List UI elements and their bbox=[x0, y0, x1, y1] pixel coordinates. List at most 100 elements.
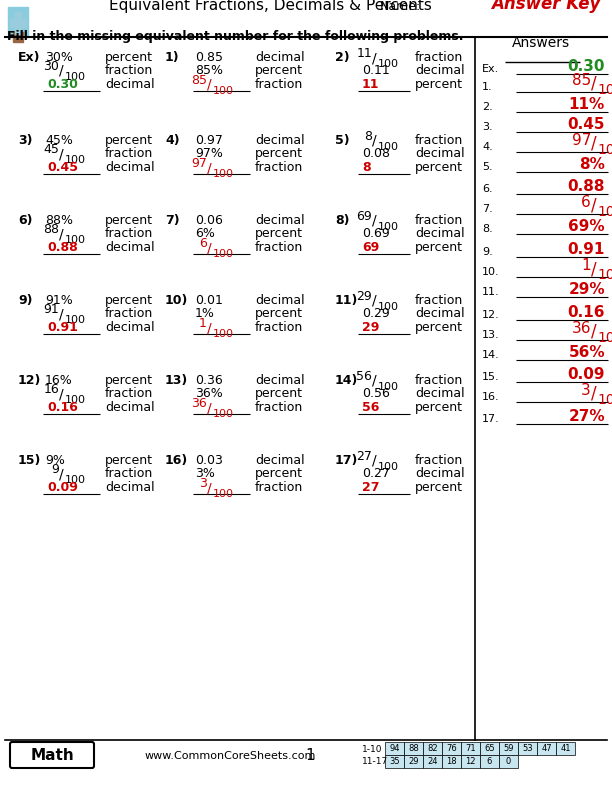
Text: 6: 6 bbox=[487, 757, 492, 766]
Text: 17): 17) bbox=[335, 454, 359, 467]
Text: fraction: fraction bbox=[105, 307, 153, 320]
Text: 5.: 5. bbox=[482, 162, 493, 172]
Text: 100: 100 bbox=[378, 142, 399, 152]
Text: 100: 100 bbox=[65, 155, 86, 165]
Text: /: / bbox=[591, 197, 597, 215]
Text: 97: 97 bbox=[572, 133, 591, 148]
Text: 9): 9) bbox=[18, 294, 32, 307]
Text: 13.: 13. bbox=[482, 330, 499, 340]
Text: /: / bbox=[591, 260, 597, 278]
Text: /: / bbox=[591, 385, 597, 403]
Text: 1: 1 bbox=[581, 258, 591, 273]
Text: fraction: fraction bbox=[415, 374, 463, 387]
Text: 45: 45 bbox=[43, 143, 59, 156]
Text: 100: 100 bbox=[213, 489, 234, 499]
Text: 0.09: 0.09 bbox=[47, 481, 78, 494]
Text: 11%: 11% bbox=[569, 97, 605, 112]
Text: 3: 3 bbox=[581, 383, 591, 398]
Text: 85: 85 bbox=[191, 74, 207, 87]
Text: 2.: 2. bbox=[482, 102, 493, 112]
Text: 100: 100 bbox=[597, 268, 612, 282]
Bar bbox=[461, 742, 480, 755]
Text: fraction: fraction bbox=[415, 51, 463, 64]
Text: decimal: decimal bbox=[105, 78, 155, 91]
Text: 100: 100 bbox=[65, 475, 86, 485]
Text: Answers: Answers bbox=[512, 36, 570, 50]
Text: 6.: 6. bbox=[482, 184, 493, 194]
Bar bbox=[442, 755, 461, 768]
Text: 85%: 85% bbox=[195, 64, 223, 77]
Text: 0.29: 0.29 bbox=[362, 307, 390, 320]
Text: 88: 88 bbox=[43, 223, 59, 236]
Text: Name:: Name: bbox=[380, 0, 421, 13]
Text: 5): 5) bbox=[335, 134, 349, 147]
Text: 0.36: 0.36 bbox=[195, 374, 223, 387]
Text: 41: 41 bbox=[560, 744, 571, 753]
Text: 100: 100 bbox=[597, 393, 612, 407]
Text: /: / bbox=[207, 481, 212, 495]
Text: percent: percent bbox=[105, 51, 153, 64]
Text: 0.27: 0.27 bbox=[362, 467, 390, 480]
FancyBboxPatch shape bbox=[8, 7, 28, 37]
Text: 56%: 56% bbox=[569, 345, 605, 360]
Text: percent: percent bbox=[255, 307, 303, 320]
Text: fraction: fraction bbox=[105, 387, 153, 400]
Text: /: / bbox=[207, 161, 212, 175]
Text: 0.88: 0.88 bbox=[47, 241, 78, 254]
Text: 45%: 45% bbox=[45, 134, 73, 147]
Text: decimal: decimal bbox=[105, 321, 155, 334]
Text: 100: 100 bbox=[213, 409, 234, 419]
Text: 12): 12) bbox=[18, 374, 42, 387]
Text: 29: 29 bbox=[362, 321, 379, 334]
Text: fraction: fraction bbox=[255, 78, 304, 91]
Text: Ex.: Ex. bbox=[482, 64, 499, 74]
Bar bbox=[480, 742, 499, 755]
Text: 100: 100 bbox=[213, 169, 234, 179]
Text: 14): 14) bbox=[335, 374, 359, 387]
Text: percent: percent bbox=[105, 294, 153, 307]
Text: percent: percent bbox=[105, 134, 153, 147]
Bar bbox=[423, 742, 442, 755]
Text: fraction: fraction bbox=[415, 454, 463, 467]
Text: 1): 1) bbox=[165, 51, 180, 64]
Text: 13): 13) bbox=[165, 374, 188, 387]
FancyBboxPatch shape bbox=[13, 32, 23, 42]
Text: 82: 82 bbox=[427, 744, 438, 753]
Text: percent: percent bbox=[415, 78, 463, 91]
Text: 1%: 1% bbox=[195, 307, 215, 320]
Text: 18: 18 bbox=[446, 757, 457, 766]
Text: 11: 11 bbox=[356, 47, 372, 60]
Bar bbox=[404, 755, 423, 768]
Text: 85: 85 bbox=[572, 73, 591, 88]
Text: percent: percent bbox=[415, 481, 463, 494]
Text: decimal: decimal bbox=[255, 134, 305, 147]
Text: percent: percent bbox=[255, 64, 303, 77]
Bar bbox=[423, 755, 442, 768]
Text: 71: 71 bbox=[465, 744, 476, 753]
Text: 0.06: 0.06 bbox=[195, 214, 223, 227]
Text: 27: 27 bbox=[356, 450, 372, 463]
Text: 100: 100 bbox=[597, 83, 612, 97]
Text: 10): 10) bbox=[165, 294, 188, 307]
Text: fraction: fraction bbox=[105, 147, 153, 160]
Bar bbox=[385, 755, 404, 768]
Text: 8: 8 bbox=[362, 161, 371, 174]
Text: 100: 100 bbox=[213, 249, 234, 259]
Text: decimal: decimal bbox=[415, 64, 465, 77]
Bar bbox=[499, 742, 518, 755]
Text: 56: 56 bbox=[362, 401, 379, 414]
Text: 94: 94 bbox=[389, 744, 400, 753]
Text: 12.: 12. bbox=[482, 310, 500, 320]
Text: decimal: decimal bbox=[105, 161, 155, 174]
Text: fraction: fraction bbox=[255, 401, 304, 414]
Text: 0.85: 0.85 bbox=[195, 51, 223, 64]
Text: 91%: 91% bbox=[45, 294, 73, 307]
Bar bbox=[556, 742, 575, 755]
Text: decimal: decimal bbox=[415, 467, 465, 480]
Text: 97%: 97% bbox=[195, 147, 223, 160]
Text: decimal: decimal bbox=[255, 374, 305, 387]
Text: 0: 0 bbox=[506, 757, 511, 766]
Bar bbox=[480, 755, 499, 768]
Text: 15.: 15. bbox=[482, 372, 499, 382]
Text: fraction: fraction bbox=[415, 214, 463, 227]
